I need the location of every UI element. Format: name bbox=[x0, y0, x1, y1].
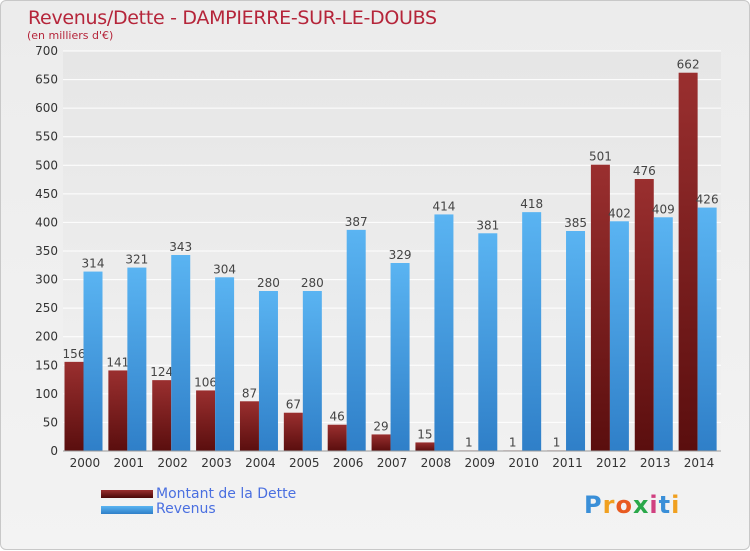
legend-label-revenus: Revenus bbox=[156, 501, 216, 517]
data-label-revenus: 381 bbox=[476, 218, 499, 232]
data-label-debt: 141 bbox=[106, 355, 129, 369]
data-label-debt: 15 bbox=[417, 427, 432, 441]
bar-debt bbox=[64, 361, 84, 451]
x-tick-label: 2011 bbox=[552, 456, 583, 470]
y-tick-label: 450 bbox=[35, 187, 58, 201]
bar-debt bbox=[239, 401, 259, 451]
x-tick-label: 2009 bbox=[464, 456, 495, 470]
bar-revenus bbox=[434, 214, 454, 451]
data-label-revenus: 418 bbox=[520, 197, 543, 211]
data-label-revenus: 409 bbox=[652, 202, 675, 216]
data-label-debt: 662 bbox=[677, 58, 700, 72]
bar-debt bbox=[108, 370, 128, 451]
y-tick-label: 350 bbox=[35, 244, 58, 258]
data-label-revenus: 343 bbox=[169, 240, 192, 254]
bar-revenus bbox=[653, 217, 673, 451]
x-tick-label: 2010 bbox=[508, 456, 539, 470]
x-tick-label: 2012 bbox=[596, 456, 627, 470]
bar-revenus bbox=[566, 231, 586, 451]
legend-swatch-debt bbox=[101, 490, 153, 498]
data-label-revenus: 402 bbox=[608, 206, 631, 220]
x-tick-label: 2007 bbox=[377, 456, 408, 470]
y-tick-label: 300 bbox=[35, 273, 58, 287]
data-label-revenus: 304 bbox=[213, 262, 236, 276]
data-label-revenus: 329 bbox=[389, 248, 412, 262]
data-label-debt: 501 bbox=[589, 150, 612, 164]
legend-swatch-revenus bbox=[101, 506, 153, 514]
bar-revenus bbox=[390, 263, 410, 451]
x-tick-label: 2013 bbox=[640, 456, 671, 470]
bar-debt bbox=[283, 412, 303, 451]
y-tick-label: 100 bbox=[35, 387, 58, 401]
y-tick-label: 50 bbox=[43, 415, 58, 429]
bar-debt bbox=[415, 442, 435, 451]
y-tick-label: 250 bbox=[35, 301, 58, 315]
data-label-debt: 476 bbox=[633, 164, 656, 178]
data-label-debt: 67 bbox=[286, 398, 301, 412]
x-tick-label: 2008 bbox=[421, 456, 452, 470]
x-tick-label: 2004 bbox=[245, 456, 276, 470]
chart-title: Revenus/Dette - DAMPIERRE-SUR-LE-DOUBS bbox=[28, 7, 437, 29]
data-label-revenus: 280 bbox=[301, 276, 324, 290]
bar-revenus bbox=[83, 271, 103, 451]
x-tick-label: 2003 bbox=[201, 456, 232, 470]
data-label-debt: 106 bbox=[194, 375, 217, 389]
data-label-debt: 87 bbox=[242, 386, 257, 400]
bar-revenus bbox=[302, 291, 322, 451]
bar-revenus bbox=[346, 229, 366, 451]
data-label-debt: 46 bbox=[330, 410, 345, 424]
data-label-revenus: 414 bbox=[432, 199, 455, 213]
data-label-debt: 29 bbox=[373, 419, 388, 433]
data-label-revenus: 280 bbox=[257, 276, 280, 290]
y-tick-label: 700 bbox=[35, 44, 58, 58]
legend-label-debt: Montant de la Dette bbox=[156, 486, 297, 502]
data-label-debt: 124 bbox=[150, 365, 173, 379]
x-tick-label: 2002 bbox=[157, 456, 188, 470]
y-tick-label: 600 bbox=[35, 101, 58, 115]
y-tick-label: 550 bbox=[35, 130, 58, 144]
y-tick-label: 400 bbox=[35, 215, 58, 229]
data-label-revenus: 426 bbox=[696, 193, 719, 207]
x-tick-label: 2000 bbox=[70, 456, 101, 470]
y-tick-label: 500 bbox=[35, 158, 58, 172]
bar-debt bbox=[371, 434, 391, 451]
data-label-revenus: 387 bbox=[345, 215, 368, 229]
x-tick-label: 2005 bbox=[289, 456, 320, 470]
bar-debt bbox=[634, 179, 654, 451]
proxiti-logo: Proxiti bbox=[584, 491, 681, 519]
y-tick-label: 150 bbox=[35, 358, 58, 372]
plot-area: 0 50 100 150 200 250 300 350 400 450 500 550 600 650 7… bbox=[35, 44, 721, 470]
y-tick-label: 650 bbox=[35, 73, 58, 87]
data-label-revenus: 321 bbox=[125, 253, 148, 267]
x-tick-label: 2006 bbox=[333, 456, 364, 470]
data-label-debt: 1 bbox=[465, 435, 473, 449]
bar-revenus bbox=[215, 277, 235, 451]
chart-subtitle: (en milliers d'€) bbox=[27, 29, 114, 42]
bar-revenus bbox=[609, 221, 629, 451]
x-tick-label: 2014 bbox=[684, 456, 715, 470]
bar-debt bbox=[678, 72, 698, 451]
data-label-debt: 1 bbox=[509, 435, 517, 449]
y-tick-label: 200 bbox=[35, 330, 58, 344]
data-label-debt: 1 bbox=[553, 435, 561, 449]
data-label-revenus: 314 bbox=[82, 257, 105, 271]
bar-debt bbox=[196, 390, 216, 451]
data-label-revenus: 385 bbox=[564, 216, 587, 230]
bar-revenus bbox=[697, 207, 717, 451]
bar-revenus bbox=[522, 212, 542, 451]
bar-debt bbox=[152, 380, 172, 451]
bar-revenus bbox=[127, 267, 147, 451]
bar-revenus bbox=[478, 233, 498, 451]
bar-debt bbox=[590, 164, 610, 451]
bar-revenus bbox=[171, 255, 191, 451]
x-tick-label: 2001 bbox=[114, 456, 145, 470]
bar-revenus bbox=[258, 291, 278, 451]
y-tick-label: 0 bbox=[50, 444, 58, 458]
data-label-debt: 156 bbox=[63, 347, 86, 361]
bar-debt bbox=[327, 424, 347, 451]
